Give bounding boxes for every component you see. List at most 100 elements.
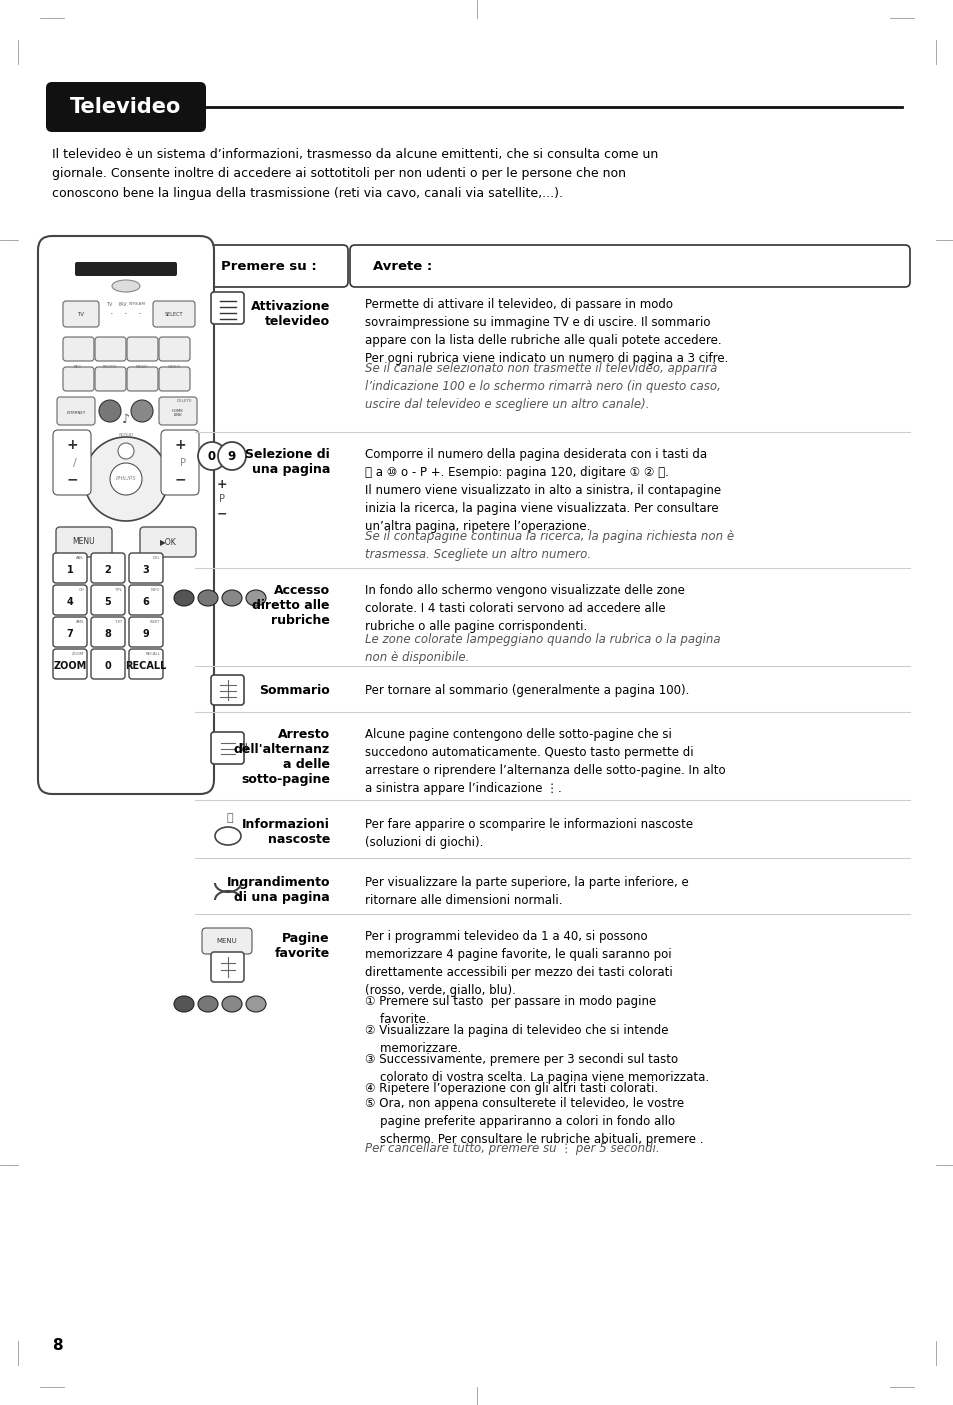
Text: TV: TV — [106, 302, 112, 306]
Text: dell'alternanz: dell'alternanz — [233, 743, 330, 756]
FancyBboxPatch shape — [161, 430, 199, 495]
Text: Per i programmi televideo da 1 a 40, si possono
memorizzare 4 pagine favorite, l: Per i programmi televideo da 1 a 40, si … — [365, 930, 672, 998]
Text: TXT: TXT — [114, 620, 122, 624]
FancyBboxPatch shape — [63, 301, 99, 327]
Circle shape — [67, 400, 89, 422]
Text: +: + — [174, 438, 186, 452]
Text: ·: · — [111, 309, 113, 319]
Text: HOME
LINK: HOME LINK — [172, 409, 184, 417]
Text: −: − — [216, 509, 227, 521]
FancyBboxPatch shape — [38, 236, 213, 794]
FancyBboxPatch shape — [95, 367, 126, 391]
FancyBboxPatch shape — [91, 584, 125, 615]
Text: Selezione di: Selezione di — [245, 448, 330, 461]
Text: Il televideo è un sistema d’informazioni, trasmesso da alcune emittenti, che si : Il televideo è un sistema d’informazioni… — [52, 148, 658, 200]
Text: Sommario: Sommario — [259, 684, 330, 697]
Ellipse shape — [112, 280, 140, 292]
Text: nascoste: nascoste — [268, 833, 330, 846]
Text: SUBT: SUBT — [150, 620, 160, 624]
Text: Avrete :: Avrete : — [373, 260, 432, 273]
FancyBboxPatch shape — [91, 617, 125, 646]
FancyBboxPatch shape — [56, 527, 112, 556]
Text: favorite: favorite — [274, 947, 330, 960]
Text: ② Visualizzare la pagina di televideo che si intende
    memorizzare.: ② Visualizzare la pagina di televideo ch… — [365, 1024, 668, 1055]
FancyBboxPatch shape — [95, 337, 126, 361]
Circle shape — [84, 437, 168, 521]
Text: rubriche: rubriche — [271, 614, 330, 627]
FancyBboxPatch shape — [202, 927, 252, 954]
Text: ⑤ Ora, non appena consulterete il televideo, le vostre
    pagine preferite appa: ⑤ Ora, non appena consulterete il televi… — [365, 1097, 702, 1146]
Text: 0: 0 — [105, 660, 112, 672]
FancyBboxPatch shape — [75, 261, 177, 275]
Circle shape — [118, 443, 133, 459]
Text: FAV: FAV — [118, 302, 128, 306]
Text: ③ Successivamente, premere per 3 secondi sul tasto
    colorato di vostra scelta: ③ Successivamente, premere per 3 secondi… — [365, 1052, 708, 1085]
Text: ⓘ: ⓘ — [227, 813, 233, 823]
FancyBboxPatch shape — [152, 301, 194, 327]
FancyBboxPatch shape — [140, 527, 195, 556]
Text: Arresto: Arresto — [277, 728, 330, 740]
Text: a delle: a delle — [283, 759, 330, 771]
Text: 9: 9 — [143, 629, 150, 639]
Text: Premere su :: Premere su : — [221, 260, 316, 273]
Circle shape — [99, 400, 121, 422]
Text: ▶OK: ▶OK — [159, 538, 176, 547]
Ellipse shape — [173, 590, 193, 606]
Circle shape — [198, 443, 226, 471]
Text: SELECT: SELECT — [165, 312, 183, 316]
Circle shape — [131, 400, 152, 422]
FancyBboxPatch shape — [91, 649, 125, 679]
Text: ABS: ABS — [76, 556, 84, 561]
Text: MUSIC: MUSIC — [135, 365, 149, 370]
Text: ⇅: ⇅ — [239, 743, 249, 753]
Text: sotto-pagine: sotto-pagine — [241, 773, 330, 785]
Text: REPEAT: REPEAT — [118, 433, 133, 437]
Text: 8: 8 — [52, 1338, 63, 1353]
Ellipse shape — [222, 996, 242, 1012]
FancyBboxPatch shape — [129, 617, 163, 646]
Text: INTERNET: INTERNET — [67, 412, 86, 414]
Text: PHOTO: PHOTO — [103, 365, 117, 370]
Text: INFO: INFO — [151, 589, 160, 592]
FancyBboxPatch shape — [63, 367, 94, 391]
FancyBboxPatch shape — [129, 584, 163, 615]
Text: TV: TV — [77, 312, 85, 316]
FancyBboxPatch shape — [211, 292, 244, 325]
Text: una pagina: una pagina — [252, 464, 330, 476]
Text: DEL: DEL — [152, 556, 160, 561]
Ellipse shape — [246, 590, 266, 606]
Text: televideo: televideo — [265, 315, 330, 327]
Text: Se il contapagine continua la ricerca, la pagina richiesta non è
trasmessa. Sceg: Se il contapagine continua la ricerca, l… — [365, 530, 734, 561]
Text: 9: 9 — [228, 450, 236, 462]
FancyBboxPatch shape — [91, 554, 125, 583]
Text: ZOOM: ZOOM — [53, 660, 87, 672]
Text: Per visualizzare la parte superiore, la parte inferiore, e
ritornare alle dimens: Per visualizzare la parte superiore, la … — [365, 875, 688, 908]
Text: Per tornare al sommario (generalmente a pagina 100).: Per tornare al sommario (generalmente a … — [365, 684, 689, 697]
Ellipse shape — [198, 996, 218, 1012]
FancyBboxPatch shape — [53, 554, 87, 583]
Text: Accesso: Accesso — [274, 584, 330, 597]
Text: diretto alle: diretto alle — [253, 599, 330, 613]
Text: 1: 1 — [67, 565, 73, 575]
Text: Ingrandimento: Ingrandimento — [226, 875, 330, 889]
FancyBboxPatch shape — [53, 649, 87, 679]
Text: STREAM: STREAM — [129, 302, 146, 306]
Text: 5: 5 — [105, 597, 112, 607]
Text: P: P — [180, 458, 186, 468]
Text: +: + — [66, 438, 78, 452]
Text: MENU: MENU — [72, 538, 95, 547]
Text: +: + — [216, 478, 227, 490]
Text: 7: 7 — [67, 629, 73, 639]
Ellipse shape — [173, 996, 193, 1012]
FancyBboxPatch shape — [57, 398, 95, 424]
Text: 0: 0 — [208, 450, 215, 462]
FancyBboxPatch shape — [159, 398, 196, 424]
FancyBboxPatch shape — [53, 617, 87, 646]
Text: 3: 3 — [143, 565, 150, 575]
Text: Permette di attivare il televideo, di passare in modo
sovraimpressione su immagi: Permette di attivare il televideo, di pa… — [365, 298, 727, 365]
FancyBboxPatch shape — [46, 81, 206, 132]
Text: MENU: MENU — [216, 939, 237, 944]
FancyBboxPatch shape — [53, 584, 87, 615]
FancyBboxPatch shape — [190, 244, 348, 287]
Text: Alcune pagine contengono delle sotto-pagine che si
succedono automaticamente. Qu: Alcune pagine contengono delle sotto-pag… — [365, 728, 725, 795]
